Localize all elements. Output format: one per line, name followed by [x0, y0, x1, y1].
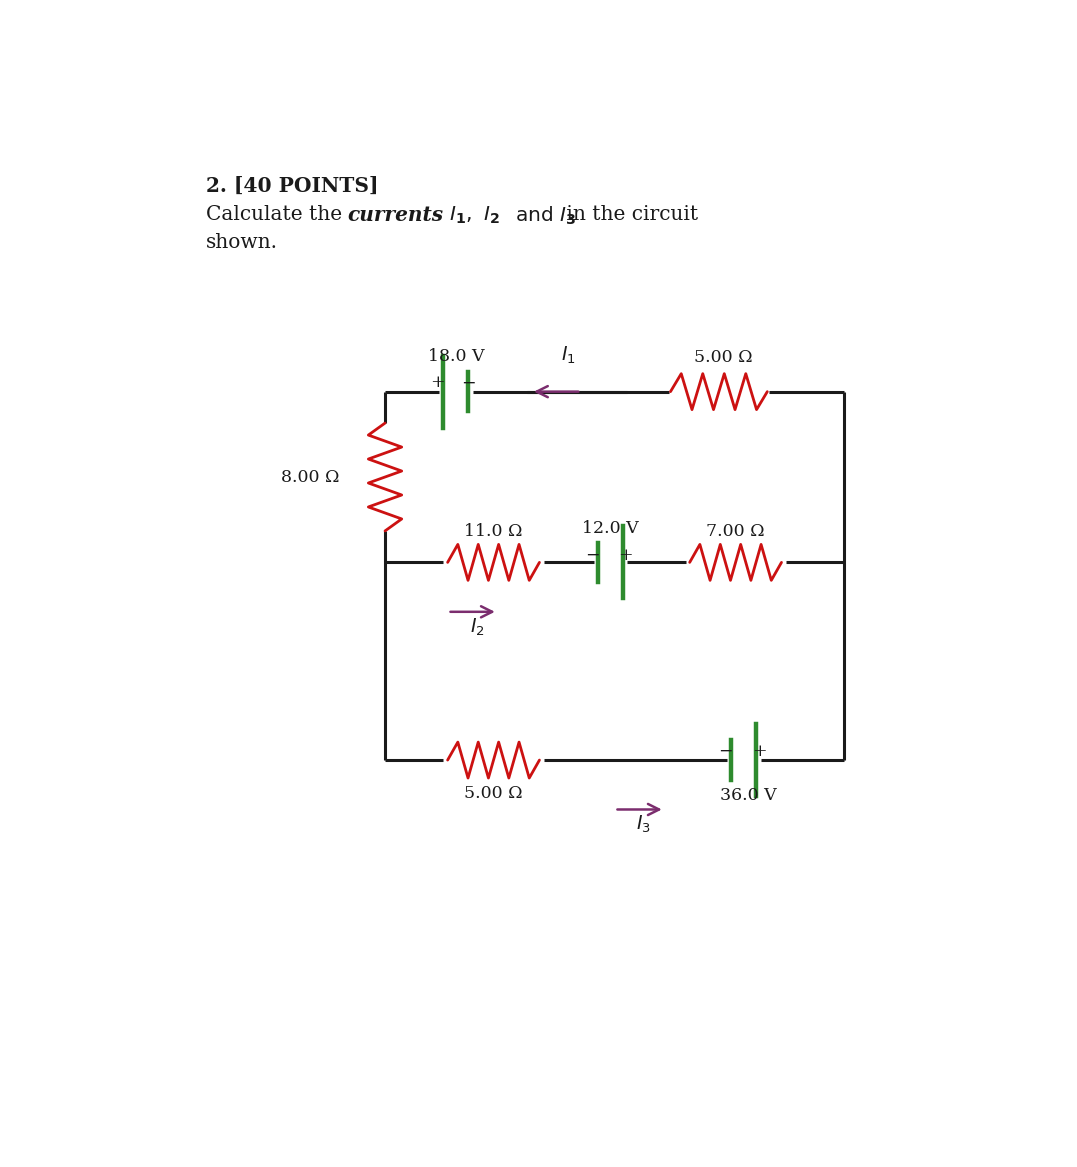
Text: −: −	[585, 546, 599, 564]
Text: −: −	[461, 375, 476, 391]
Text: currents: currents	[348, 204, 444, 225]
Text: 36.0 V: 36.0 V	[719, 787, 777, 804]
Text: shown.: shown.	[206, 233, 278, 252]
Text: $\mathbf{\mathit{I}}_\mathbf{2}$: $\mathbf{\mathit{I}}_\mathbf{2}$	[477, 204, 500, 226]
Text: −: −	[718, 742, 732, 760]
Text: and $\mathbf{\mathit{I}}_\mathbf{3}$: and $\mathbf{\mathit{I}}_\mathbf{3}$	[508, 204, 576, 228]
Text: 11.0 Ω: 11.0 Ω	[464, 523, 522, 540]
Text: 2. [40 POINTS]: 2. [40 POINTS]	[206, 176, 378, 196]
Text: in the circuit: in the circuit	[560, 204, 698, 224]
Text: Calculate the: Calculate the	[206, 204, 348, 224]
Text: $\mathbf{\mathit{I}}_\mathbf{1}$,: $\mathbf{\mathit{I}}_\mathbf{1}$,	[444, 204, 473, 226]
Text: $\mathit{I}_2$: $\mathit{I}_2$	[470, 616, 485, 637]
Text: +: +	[431, 375, 445, 391]
Text: 7.00 Ω: 7.00 Ω	[707, 523, 765, 540]
Text: 5.00 Ω: 5.00 Ω	[694, 349, 753, 366]
Text: 18.0 V: 18.0 V	[428, 348, 485, 364]
Text: 5.00 Ω: 5.00 Ω	[464, 785, 522, 802]
Text: +: +	[618, 546, 632, 564]
Text: $\mathit{I}_1$: $\mathit{I}_1$	[561, 345, 576, 366]
Text: 8.00 Ω: 8.00 Ω	[281, 468, 339, 485]
Text: +: +	[752, 742, 766, 760]
Text: 12.0 V: 12.0 V	[582, 520, 639, 537]
Text: $\mathit{I}_3$: $\mathit{I}_3$	[637, 815, 652, 836]
